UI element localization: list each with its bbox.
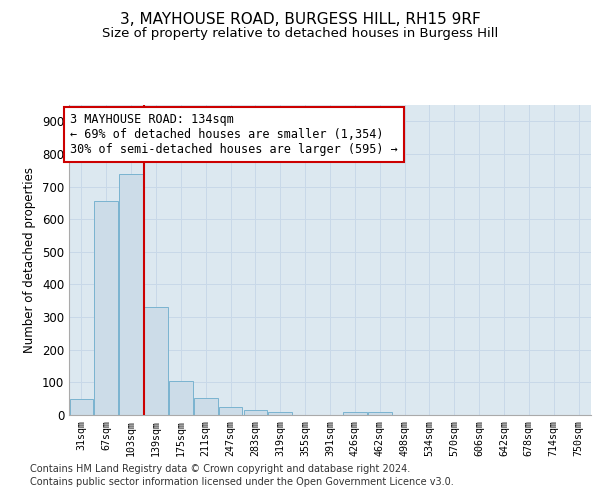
Bar [343,412,367,415]
Bar [169,380,193,415]
Bar [368,412,392,415]
Bar [268,412,292,415]
Bar [70,398,93,415]
Text: 3 MAYHOUSE ROAD: 134sqm
← 69% of detached houses are smaller (1,354)
30% of semi: 3 MAYHOUSE ROAD: 134sqm ← 69% of detache… [70,113,398,156]
Text: Contains public sector information licensed under the Open Government Licence v3: Contains public sector information licen… [30,477,454,487]
Bar [119,174,143,415]
Y-axis label: Number of detached properties: Number of detached properties [23,167,37,353]
Bar [219,407,242,415]
Bar [194,398,218,415]
Text: 3, MAYHOUSE ROAD, BURGESS HILL, RH15 9RF: 3, MAYHOUSE ROAD, BURGESS HILL, RH15 9RF [119,12,481,28]
Text: Contains HM Land Registry data © Crown copyright and database right 2024.: Contains HM Land Registry data © Crown c… [30,464,410,474]
Bar [244,410,267,415]
Text: Size of property relative to detached houses in Burgess Hill: Size of property relative to detached ho… [102,28,498,40]
Bar [144,308,168,415]
Bar [94,202,118,415]
